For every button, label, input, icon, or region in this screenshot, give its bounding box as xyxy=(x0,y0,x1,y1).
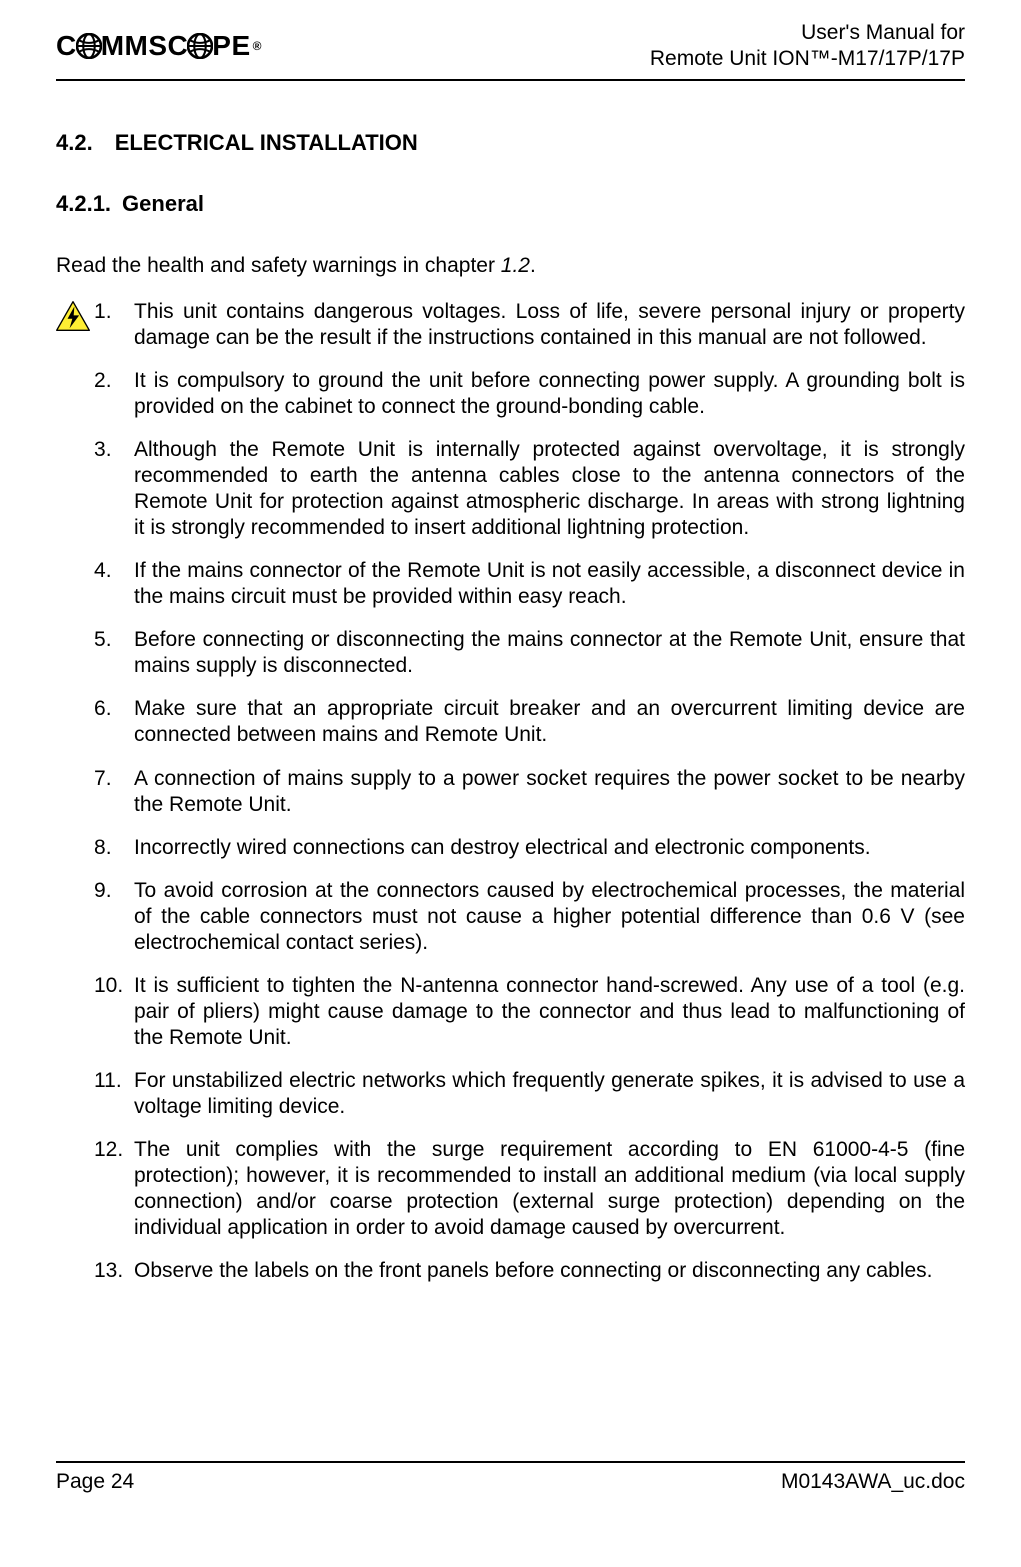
registered-mark: ® xyxy=(253,39,262,54)
list-item: Make sure that an appropriate circuit br… xyxy=(94,696,965,748)
list-item: A connection of mains supply to a power … xyxy=(94,766,965,818)
logo-letter-c: C xyxy=(56,29,77,64)
list-item: It is sufficient to tighten the N-antenn… xyxy=(94,973,965,1051)
page-header: C MMSC PE ® User's Manual for Remote Uni… xyxy=(56,20,965,81)
list-item: This unit contains dangerous voltages. L… xyxy=(94,299,965,351)
list-item: The unit complies with the surge require… xyxy=(94,1137,965,1241)
document-filename: M0143AWA_uc.doc xyxy=(781,1469,965,1495)
globe-icon xyxy=(76,33,102,59)
list-item: Before connecting or disconnecting the m… xyxy=(94,627,965,679)
list-item: For unstabilized electric networks which… xyxy=(94,1068,965,1120)
intro-text-a: Read the health and safety warnings in c… xyxy=(56,254,501,277)
heading-4-2-1: 4.2.1. General xyxy=(56,190,965,217)
intro-chapter-ref: 1.2 xyxy=(501,254,530,277)
brand-logo: C MMSC PE ® xyxy=(56,29,262,64)
logo-letters-mid: MMSC xyxy=(101,29,189,64)
logo-letters-right: PE xyxy=(212,29,250,64)
numbered-list: This unit contains dangerous voltages. L… xyxy=(94,299,965,1301)
document-title-line1: User's Manual for xyxy=(650,20,965,46)
document-title: User's Manual for Remote Unit ION™-M17/1… xyxy=(650,20,965,73)
list-item: Although the Remote Unit is internally p… xyxy=(94,437,965,541)
list-item: It is compulsory to ground the unit befo… xyxy=(94,368,965,420)
high-voltage-warning-icon xyxy=(56,301,90,331)
intro-paragraph: Read the health and safety warnings in c… xyxy=(56,253,965,279)
warning-block: This unit contains dangerous voltages. L… xyxy=(56,299,965,1301)
page-number: Page 24 xyxy=(56,1469,134,1495)
page-footer: Page 24 M0143AWA_uc.doc xyxy=(56,1461,965,1495)
intro-text-b: . xyxy=(530,254,536,277)
brand-logo-text: C MMSC PE ® xyxy=(56,29,262,64)
document-title-line2: Remote Unit ION™-M17/17P/17P xyxy=(650,46,965,72)
list-item: To avoid corrosion at the connectors cau… xyxy=(94,878,965,956)
heading-4-2: 4.2. ELECTRICAL INSTALLATION xyxy=(56,129,965,156)
globe-icon xyxy=(187,33,213,59)
list-item: If the mains connector of the Remote Uni… xyxy=(94,558,965,610)
list-item: Incorrectly wired connections can destro… xyxy=(94,835,965,861)
list-item: Observe the labels on the front panels b… xyxy=(94,1258,965,1284)
